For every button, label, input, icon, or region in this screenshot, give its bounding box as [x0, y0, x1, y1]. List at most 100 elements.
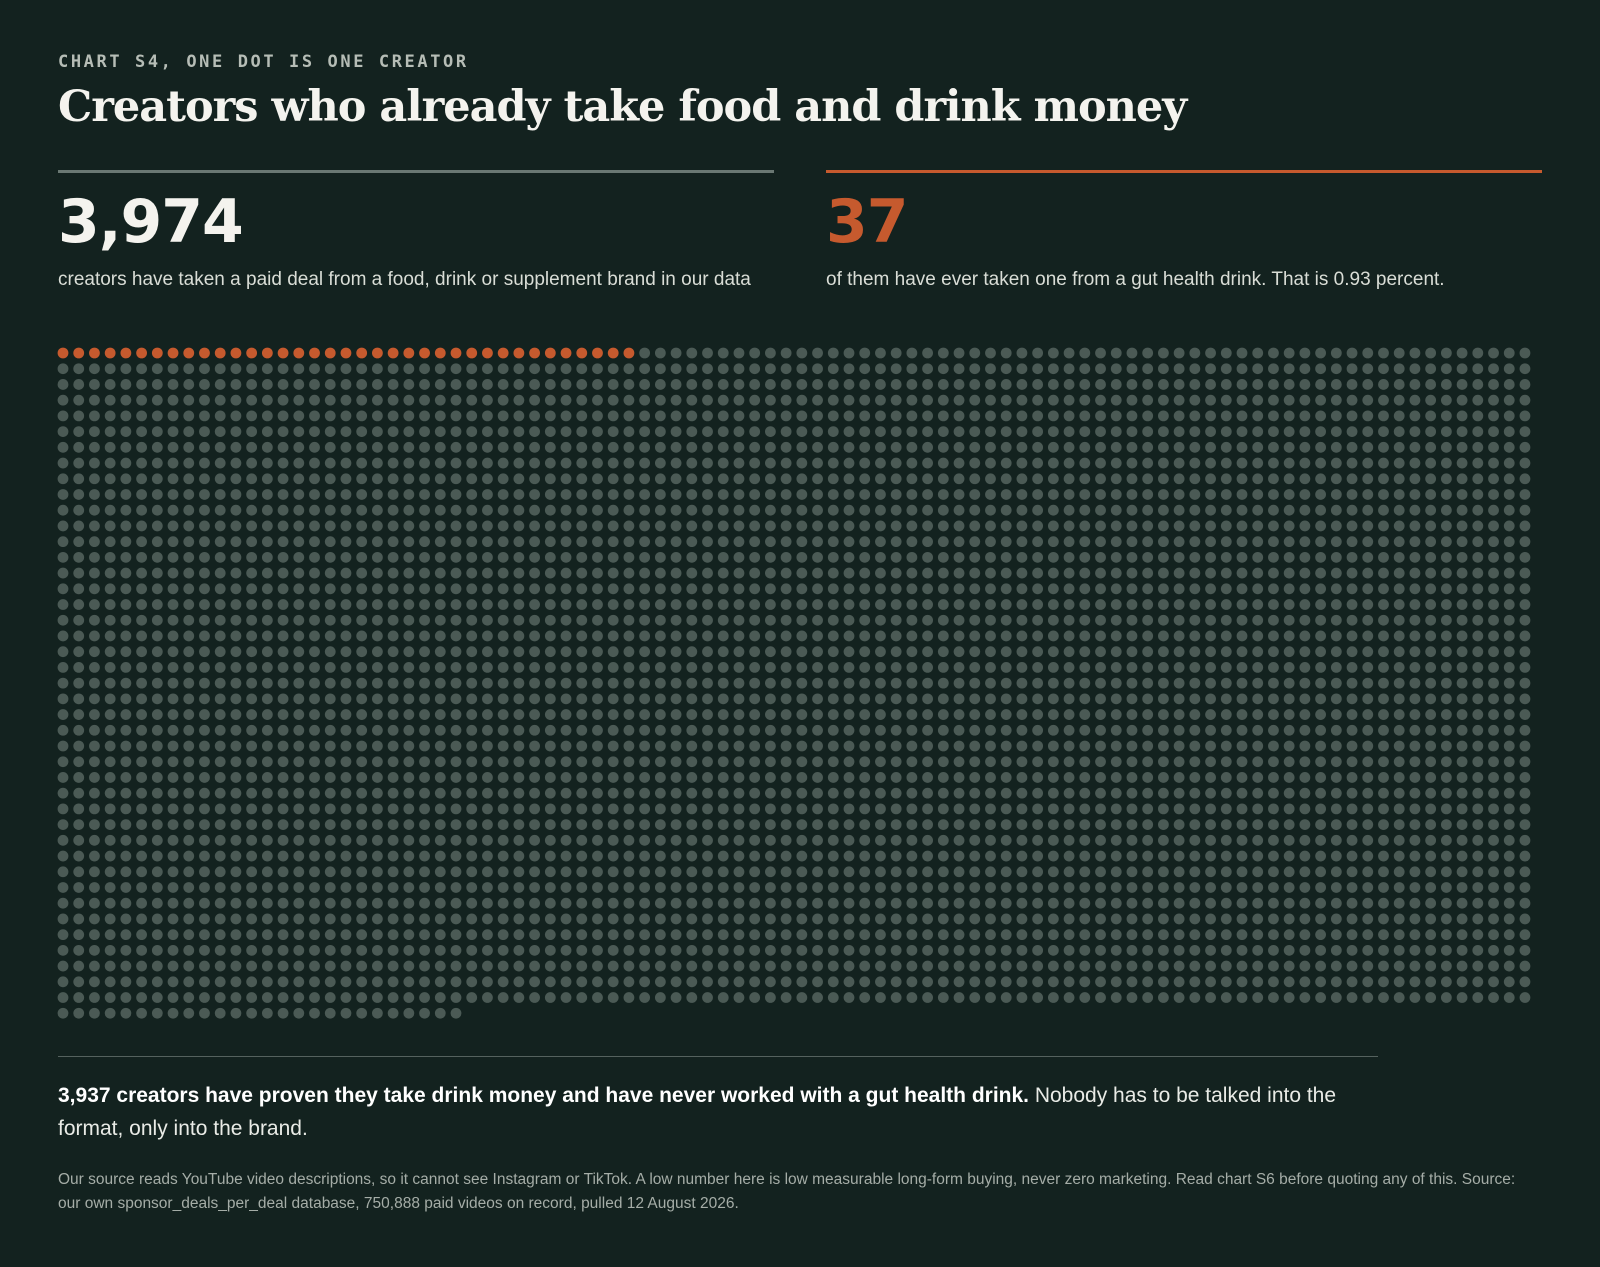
creator-dot: [1126, 567, 1138, 579]
highlight-stat-description: of them have ever taken one from a gut h…: [826, 269, 1445, 290]
creator-dot: [1095, 897, 1106, 909]
creator-dot: [1126, 363, 1138, 375]
creator-dot: [607, 960, 619, 972]
creator-dot: [434, 866, 446, 878]
creator-dot: [419, 599, 430, 610]
creator-dot: [1000, 363, 1012, 375]
creator-dot: [466, 662, 478, 673]
creator-dot: [482, 960, 493, 972]
creator-dot: [765, 614, 776, 626]
creator-dot: [1315, 850, 1326, 862]
creator-dot: [702, 410, 713, 422]
creator-dot: [1110, 489, 1122, 500]
creator-dot: [1079, 520, 1091, 532]
creator-dot: [1456, 426, 1468, 437]
creator-dot: [969, 929, 981, 941]
creator-dot: [434, 504, 446, 516]
creator-dot: [1110, 913, 1122, 925]
creator-dot: [104, 693, 116, 705]
creator-dot: [906, 897, 918, 909]
creator-dot: [1488, 740, 1499, 752]
creator-dot: [230, 992, 242, 1003]
creator-dot: [214, 929, 226, 941]
creator-dot: [1095, 724, 1106, 736]
creator-dot: [1409, 347, 1421, 359]
creator-dot: [812, 709, 823, 720]
creator-dot: [1173, 724, 1185, 736]
creator-dot: [859, 489, 871, 500]
creator-dot: [1079, 630, 1091, 642]
creator-dot: [654, 992, 666, 1003]
creator-dot: [1488, 724, 1499, 736]
creator-dot: [309, 441, 320, 453]
creator-dot: [513, 394, 525, 406]
creator-dot: [733, 740, 745, 752]
creator-dot: [1047, 520, 1059, 532]
creator-dot: [356, 567, 368, 579]
creator-dot: [73, 803, 85, 815]
creator-dot: [309, 394, 320, 406]
creator-dot: [592, 913, 603, 925]
creator-dot: [293, 834, 305, 846]
creator-dot: [1205, 441, 1216, 453]
creator-dot: [623, 992, 635, 1003]
creator-dot: [827, 944, 839, 956]
creator-dot: [686, 913, 698, 925]
creator-dot: [953, 363, 965, 375]
creator-dot: [73, 583, 85, 595]
creator-dot: [702, 646, 713, 658]
creator-dot: [1079, 944, 1091, 956]
creator-dot: [560, 882, 572, 893]
creator-dot: [1205, 504, 1216, 516]
creator-dot: [513, 850, 525, 862]
creator-dot: [1000, 897, 1012, 909]
creator-dot: [1456, 740, 1468, 752]
creator-dot: [1205, 897, 1216, 909]
creator-dot: [1173, 834, 1185, 846]
creator-dot: [372, 630, 383, 642]
creator-dot: [419, 567, 430, 579]
creator-dot: [544, 379, 556, 390]
creator-dot: [529, 913, 540, 925]
creator-dot: [89, 410, 100, 422]
creator-dot: [1095, 834, 1106, 846]
creator-dot: [875, 457, 886, 469]
creator-dot: [906, 551, 918, 563]
creator-dot: [1173, 976, 1185, 988]
creator-dot: [1158, 489, 1169, 500]
creator-dot: [576, 693, 588, 705]
creator-dot: [1236, 551, 1248, 563]
creator-dot: [497, 489, 509, 500]
creator-dot: [356, 646, 368, 658]
creator-dot: [985, 866, 996, 878]
creator-dot: [293, 976, 305, 988]
creator-dot: [890, 787, 902, 799]
creator-dot: [57, 551, 69, 563]
creator-dot: [73, 897, 85, 909]
creator-dot: [513, 551, 525, 563]
creator-dot: [104, 614, 116, 626]
creator-dot: [1158, 866, 1169, 878]
creator-dot: [261, 363, 273, 375]
creator-dot: [607, 457, 619, 469]
creator-dot: [576, 520, 588, 532]
creator-dot: [57, 944, 69, 956]
creator-dot: [120, 693, 132, 705]
creator-dot: [356, 803, 368, 815]
creator-dot: [1440, 992, 1452, 1003]
creator-dot: [592, 929, 603, 941]
creator-dot: [796, 457, 808, 469]
creator-dot: [1079, 583, 1091, 595]
creator-dot: [654, 866, 666, 878]
creator-dot: [1488, 583, 1499, 595]
creator-dot: [151, 960, 163, 972]
creator-dot: [859, 724, 871, 736]
creator-dot: [1440, 583, 1452, 595]
creator-dot: [702, 520, 713, 532]
creator-dot: [576, 724, 588, 736]
creator-dot: [434, 882, 446, 893]
creator-dot: [309, 457, 320, 469]
creator-dot: [749, 551, 761, 563]
creator-dot: [1362, 772, 1374, 783]
creator-dot: [403, 583, 415, 595]
